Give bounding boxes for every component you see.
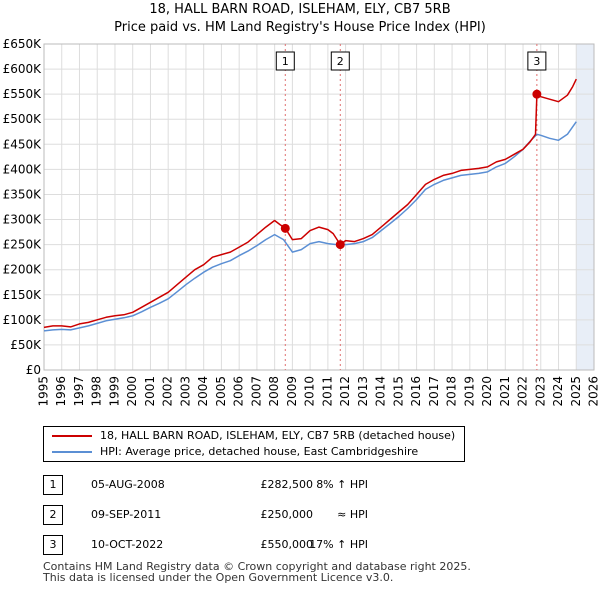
footer-line-2: This data is licensed under the Open Gov… (43, 571, 394, 584)
sale-number: 3 (43, 535, 63, 555)
x-tick-label: 2025 (569, 376, 583, 407)
x-tick-label: 2008 (267, 376, 281, 407)
sale-marker-label: 3 (533, 55, 540, 68)
chart-title: 18, HALL BARN ROAD, ISLEHAM, ELY, CB7 5R… (149, 2, 451, 17)
x-tick-label: 2018 (445, 376, 459, 407)
chart-subtitle: Price paid vs. HM Land Registry's House … (114, 20, 486, 35)
x-tick-label: 2014 (374, 376, 388, 407)
legend-swatch-property (52, 435, 92, 437)
sale-hpi: ≈ HPI (337, 508, 368, 521)
x-tick-label: 2021 (498, 376, 512, 407)
y-tick-label: £150K (3, 288, 43, 302)
x-tick-label: 2006 (232, 376, 246, 407)
x-tick-label: 2002 (161, 376, 175, 407)
y-tick-label: £200K (3, 263, 43, 277)
series-line-property (43, 78, 577, 329)
legend-label-hpi: HPI: Average price, detached house, East… (100, 445, 419, 458)
x-tick-label: 2010 (303, 376, 317, 407)
sale-marker-box (275, 51, 295, 71)
x-tick-label: 2000 (125, 376, 139, 407)
sale-number: 1 (43, 475, 63, 495)
x-tick-label: 1996 (54, 376, 68, 407)
y-tick-label: £350K (3, 187, 43, 201)
sale-hpi: 17% ↑ HPI (309, 538, 368, 551)
legend-swatch-hpi (52, 451, 92, 453)
footer-copyright: Contains HM Land Registry data © Crown c… (43, 561, 471, 583)
x-tick-label: 2009 (285, 376, 299, 407)
y-tick-label: £50K (10, 338, 42, 352)
sale-date: 10-OCT-2022 (91, 538, 164, 551)
y-tick-label: £250K (3, 238, 43, 252)
sale-marker-box (527, 51, 547, 71)
x-tick-label: 2005 (214, 376, 228, 407)
series-line-hpi (43, 121, 577, 332)
sale-price: £250,000 (260, 508, 314, 521)
plot-area (44, 44, 594, 370)
x-tick-label: 2015 (391, 376, 405, 407)
x-tick-label: 2019 (462, 376, 476, 407)
sale-price: £282,500 (260, 478, 314, 491)
x-tick-label: 2026 (587, 376, 600, 407)
x-tick-label: 1999 (107, 376, 121, 407)
plot-border (43, 43, 595, 371)
sale-marker-label: 1 (282, 55, 289, 68)
x-tick-label: 2013 (356, 376, 370, 407)
x-tick-label: 2022 (516, 376, 530, 407)
y-tick-label: £550K (3, 87, 43, 101)
x-tick-label: 2017 (427, 376, 441, 407)
forecast-shade (576, 44, 594, 370)
x-tick-label: 2003 (178, 376, 192, 407)
x-tick-label: 2012 (338, 376, 352, 407)
sale-marker-box (330, 51, 350, 71)
sale-number: 2 (43, 505, 63, 525)
x-tick-label: 2016 (409, 376, 423, 407)
y-tick-label: £500K (3, 112, 43, 126)
x-tick-label: 1998 (90, 376, 104, 407)
footer-line-1: Contains HM Land Registry data © Crown c… (43, 560, 471, 573)
sale-point (335, 240, 345, 250)
sale-date: 09-SEP-2011 (91, 508, 162, 521)
sale-date: 05-AUG-2008 (91, 478, 165, 491)
chart-legend: 18, HALL BARN ROAD, ISLEHAM, ELY, CB7 5R… (43, 426, 465, 462)
y-tick-label: £0 (26, 363, 41, 377)
sale-price: £550,000 (260, 538, 314, 551)
sale-point (532, 89, 542, 99)
y-tick-label: £450K (3, 137, 43, 151)
sale-point (280, 223, 290, 233)
x-tick-label: 2001 (143, 376, 157, 407)
x-tick-label: 1997 (72, 376, 86, 407)
x-tick-label: 1995 (37, 376, 51, 407)
y-tick-label: £650K (3, 37, 43, 51)
sale-marker-label: 2 (337, 55, 344, 68)
sale-hpi: 8% ↑ HPI (316, 478, 368, 491)
x-tick-label: 2011 (320, 376, 334, 407)
x-tick-label: 2023 (533, 376, 547, 407)
y-tick-label: £600K (3, 62, 43, 76)
y-tick-label: £400K (3, 162, 43, 176)
price-chart: 1 2 3 £0 £50K £100K £150K £200K £250K £300K £350K… (3, 37, 600, 407)
x-tick-label: 2007 (249, 376, 263, 407)
y-tick-label: £300K (3, 213, 43, 227)
x-tick-label: 2024 (551, 376, 565, 407)
x-tick-label: 2020 (480, 376, 494, 407)
y-tick-label: £100K (3, 313, 43, 327)
legend-label-property: 18, HALL BARN ROAD, ISLEHAM, ELY, CB7 5R… (100, 429, 456, 442)
x-tick-label: 2004 (196, 376, 210, 407)
